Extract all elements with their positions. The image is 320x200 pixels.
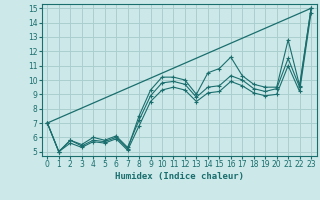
X-axis label: Humidex (Indice chaleur): Humidex (Indice chaleur) [115,172,244,181]
